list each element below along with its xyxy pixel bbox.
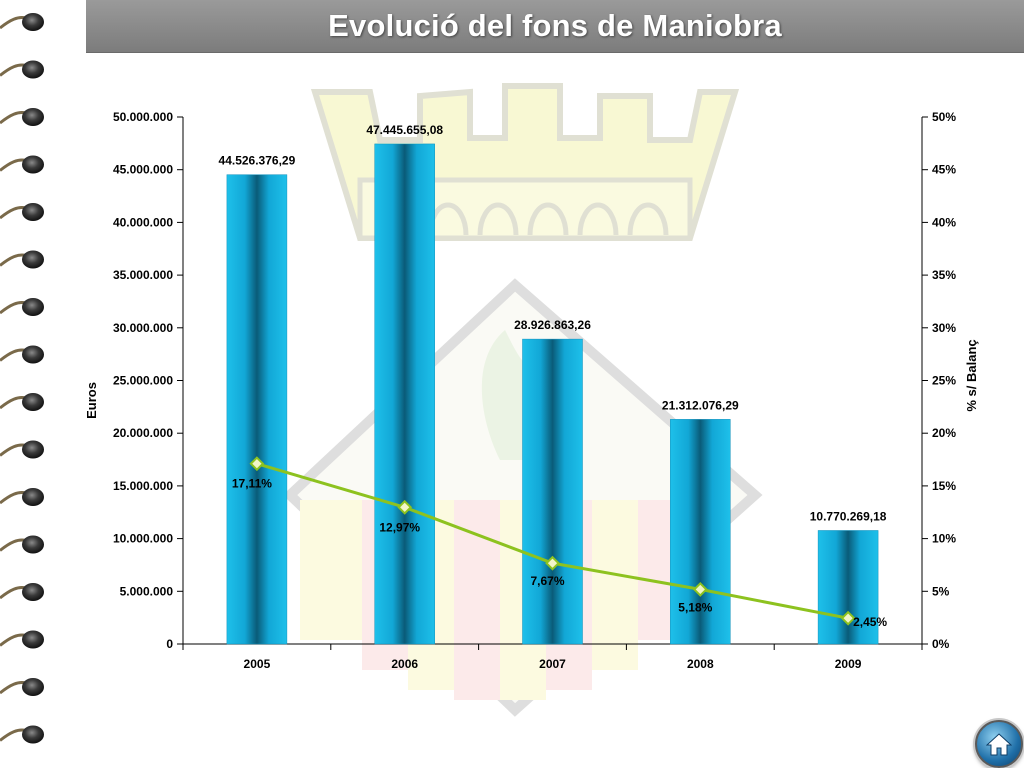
y-tick-label-right: 35%	[932, 268, 956, 282]
x-tick-label: 2008	[687, 657, 714, 671]
page-title: Evolució del fons de Maniobra	[328, 8, 782, 43]
home-button[interactable]	[975, 720, 1023, 768]
y-tick-label-left: 20.000.000	[113, 426, 173, 440]
spiral-ring	[22, 345, 44, 364]
bar-value-label: 47.445.655,08	[366, 123, 443, 137]
y-tick-label-left: 30.000.000	[113, 321, 173, 335]
y-tick-label-right: 45%	[932, 163, 956, 177]
percent-marker-2007	[545, 555, 560, 571]
bar-value-label: 21.312.076,29	[662, 398, 739, 412]
spiral-ring	[22, 583, 44, 601]
percent-value-label: 17,11%	[232, 477, 272, 491]
percent-value-label: 12,97%	[379, 520, 420, 534]
bar-value-label: 10.770.269,18	[810, 509, 887, 523]
x-tick-label: 2009	[835, 657, 862, 671]
spiral-binding	[0, 13, 44, 744]
y-tick-label-left: 25.000.000	[113, 374, 173, 388]
bar-2006	[374, 143, 435, 645]
spiral-ring	[22, 203, 44, 221]
percent-marker-2006	[397, 499, 413, 515]
home-icon	[986, 733, 1012, 756]
y-tick-label-right: 5%	[932, 584, 950, 598]
y-tick-label-left: 50.000.000	[113, 110, 173, 124]
y-tick-label-right: 15%	[932, 479, 956, 493]
bar-2005	[226, 174, 288, 645]
x-tick-label: 2006	[391, 657, 418, 671]
y-tick-label-right: 0%	[932, 637, 950, 651]
spiral-ring	[22, 488, 44, 506]
spiral-ring	[22, 108, 44, 126]
bar-2007	[522, 338, 583, 645]
y-tick-label-right: 30%	[932, 321, 956, 335]
y-tick-label-left: 45.000.000	[113, 163, 173, 177]
spiral-ring	[22, 630, 44, 649]
spiral-ring	[22, 393, 44, 411]
y-tick-label-right: 40%	[932, 215, 956, 229]
spiral-ring	[22, 725, 44, 744]
y-tick-label-right: 10%	[932, 532, 956, 546]
title-bar: Evolució del fons de Maniobra	[86, 0, 1024, 53]
x-tick-label: 2005	[244, 657, 271, 671]
y-tick-label-right: 20%	[932, 426, 956, 440]
bar-2008	[670, 419, 731, 645]
y-tick-label-left: 40.000.000	[113, 215, 173, 229]
y-tick-label-left: 5.000.000	[120, 584, 174, 598]
bar-value-label: 28.926.863,26	[514, 318, 591, 332]
spiral-ring	[22, 250, 44, 269]
percent-value-label: 2,45%	[853, 615, 887, 629]
y-tick-label-right: 25%	[932, 374, 956, 388]
y-axis-title-left: Euros	[84, 382, 99, 419]
y-tick-label-left: 10.000.000	[113, 532, 173, 546]
spiral-ring	[22, 535, 44, 554]
y-tick-label-left: 0	[166, 637, 173, 651]
spiral-ring	[22, 60, 44, 79]
y-tick-label-left: 15.000.000	[113, 479, 173, 493]
spiral-ring	[22, 678, 44, 696]
percent-value-label: 5,18%	[678, 600, 712, 614]
y-axis-title-right: % s/ Balanç	[964, 339, 979, 411]
percent-marker-2008	[692, 581, 708, 597]
spiral-ring	[22, 298, 44, 316]
percent-marker-2005	[249, 456, 265, 472]
spiral-ring	[22, 13, 44, 31]
spiral-ring	[22, 440, 44, 459]
x-tick-label: 2007	[539, 657, 566, 671]
bar-value-label: 44.526.376,29	[219, 154, 296, 168]
y-tick-label-right: 50%	[932, 110, 956, 124]
percent-value-label: 7,67%	[530, 574, 564, 588]
y-tick-label-left: 35.000.000	[113, 268, 173, 282]
percent-marker-2009	[840, 610, 856, 626]
spiral-ring	[22, 155, 44, 174]
